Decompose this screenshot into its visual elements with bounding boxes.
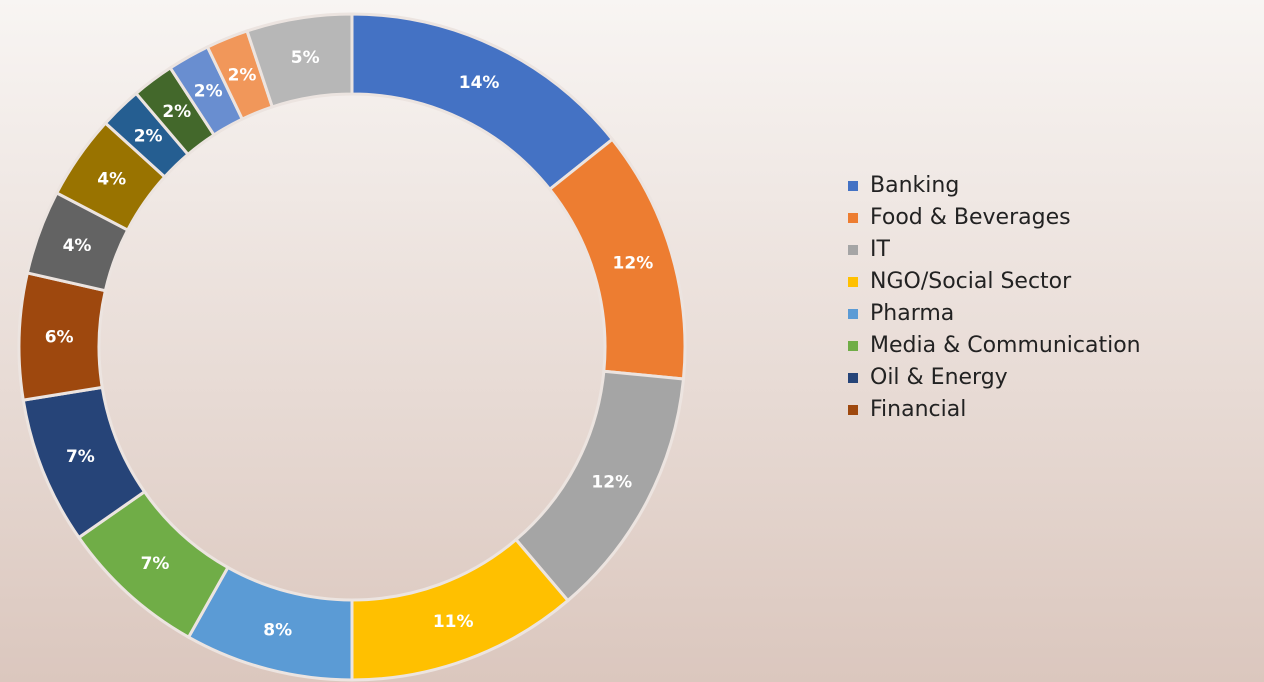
donut-segment bbox=[245, 12, 354, 109]
legend-label: NGO/Social Sector bbox=[870, 269, 1072, 294]
data-label: 4% bbox=[97, 169, 126, 189]
data-label: 7% bbox=[141, 554, 170, 574]
legend-swatch bbox=[848, 245, 858, 255]
legend-swatch bbox=[848, 405, 858, 415]
legend-swatch bbox=[848, 277, 858, 287]
legend-swatch bbox=[848, 341, 858, 351]
legend-swatch bbox=[848, 181, 858, 191]
data-label: 11% bbox=[433, 612, 474, 632]
legend-swatch bbox=[848, 373, 858, 383]
legend-label: Banking bbox=[870, 173, 959, 198]
legend-label: Oil & Energy bbox=[870, 365, 1008, 390]
legend-swatch bbox=[848, 309, 858, 319]
data-label: 8% bbox=[263, 620, 292, 640]
legend-label: Pharma bbox=[870, 301, 954, 326]
data-label: 2% bbox=[194, 82, 223, 102]
data-label: 12% bbox=[591, 473, 632, 493]
data-label: 2% bbox=[162, 102, 191, 122]
legend-label: Media & Communication bbox=[870, 333, 1141, 358]
data-label: 14% bbox=[459, 73, 500, 93]
data-label: 12% bbox=[613, 254, 654, 274]
legend-label: Financial bbox=[870, 397, 966, 422]
legend-swatch bbox=[848, 213, 858, 223]
data-label: 6% bbox=[45, 328, 74, 348]
legend-label: Food & Beverages bbox=[870, 205, 1071, 230]
legend-label: IT bbox=[870, 237, 890, 262]
data-label: 5% bbox=[291, 48, 320, 68]
data-label: 4% bbox=[63, 236, 92, 256]
data-label: 2% bbox=[134, 127, 163, 147]
data-label: 7% bbox=[66, 447, 95, 467]
data-label: 2% bbox=[228, 65, 257, 85]
